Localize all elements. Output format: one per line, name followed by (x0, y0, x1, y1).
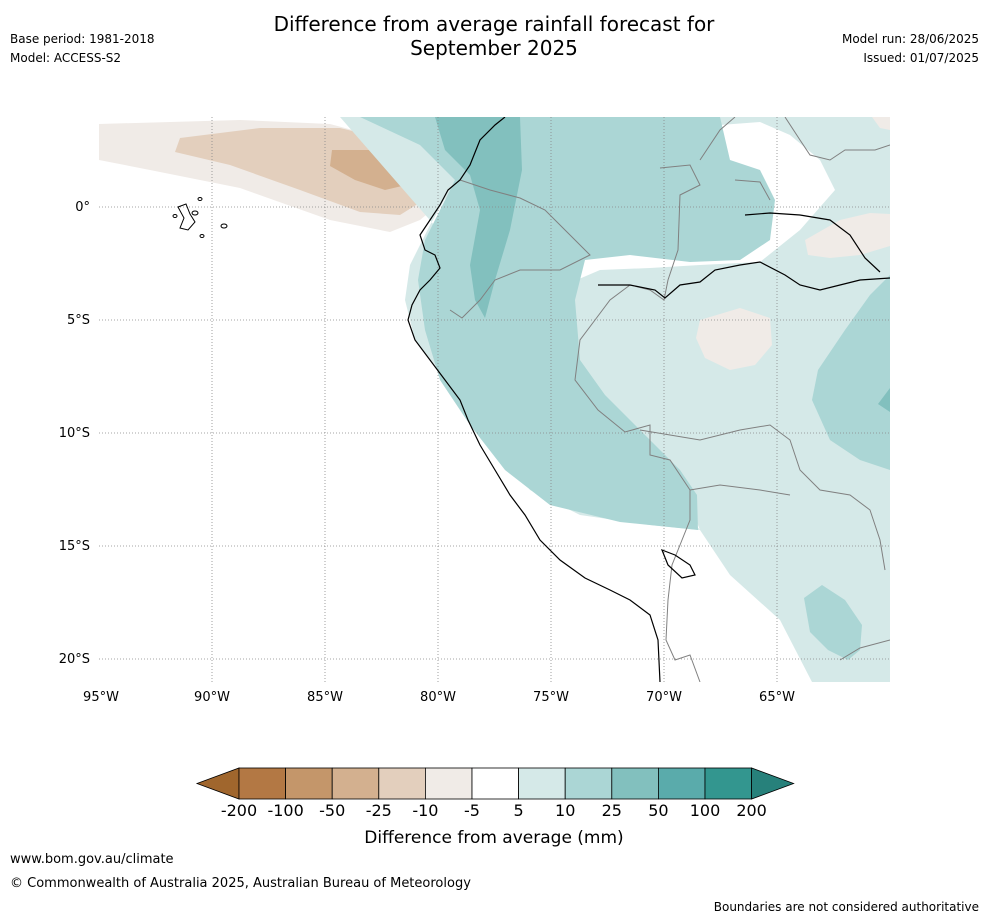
lon-label: 70°W (646, 690, 682, 705)
colorbar-tick-label: 100 (690, 801, 721, 820)
title-line-1: Difference from average rainfall forecas… (273, 12, 715, 36)
colorbar-swatch (658, 767, 706, 800)
colorbar-swatch (424, 767, 473, 800)
lat-label: 15°S (59, 539, 90, 554)
lon-label: 75°W (533, 690, 569, 705)
colorbar-swatch (611, 767, 659, 800)
colorbar-tick-label: -25 (366, 801, 392, 820)
colorbar-tick-label: 5 (514, 801, 524, 820)
colorbar-swatch (518, 767, 566, 800)
colorbar-tick-label: -50 (319, 801, 345, 820)
colorbar-swatch (471, 767, 519, 800)
lon-label: 65°W (759, 690, 795, 705)
contour-wet-10 (360, 117, 775, 530)
issued-date: Issued: 01/07/2025 (863, 51, 979, 65)
colorbar-tick-label: 25 (602, 801, 622, 820)
colorbar-tick-label: 200 (736, 801, 767, 820)
lat-label: 20°S (59, 652, 90, 667)
contour-wet-25-east (878, 388, 890, 412)
lat-label: 0° (75, 200, 90, 215)
contour-dry-10 (175, 128, 432, 215)
contour-wet-25 (435, 117, 522, 318)
title-line-2: September 2025 (410, 36, 578, 60)
coastlines (407, 117, 890, 682)
model-name: Model: ACCESS-S2 (10, 51, 122, 65)
contour-wet-5 (340, 117, 890, 682)
lat-label: 10°S (59, 426, 90, 441)
latitude-labels: 0° 5°S 10°S 15°S 20°S (59, 200, 90, 667)
colorbar-swatch (564, 767, 613, 800)
colorbar-title: Difference from average (mm) (364, 828, 623, 848)
colorbar-tick-label: 50 (648, 801, 668, 820)
graticule (99, 117, 890, 682)
lon-label: 80°W (420, 690, 456, 705)
contour-dry-5-corner (872, 117, 890, 130)
country-borders (449, 117, 890, 682)
contour-dry-5-inland (696, 308, 772, 370)
contour-wet-10-south (804, 585, 862, 660)
lon-label: 85°W (307, 690, 343, 705)
colorbar-tick-label: -100 (267, 801, 303, 820)
colorbar-swatch (238, 767, 286, 800)
colorbar: -200 -100 -50 -25 -10 -5 5 10 25 50 100 200 Differe… (195, 767, 795, 848)
map-contours (99, 117, 890, 682)
copyright-text: © Commonwealth of Australia 2025, Austra… (10, 876, 471, 891)
model-run: Model run: 28/06/2025 (841, 32, 979, 46)
map-title: Difference from average rainfall forecas… (0, 12, 988, 60)
contour-wet-10-east (812, 275, 890, 470)
colorbar-swatch (285, 767, 333, 800)
galapagos-islands (172, 197, 228, 238)
disclaimer-text: Boundaries are not considered authoritat… (713, 900, 979, 914)
website-link[interactable]: www.bom.gov.au/climate (10, 852, 174, 867)
colorbar-tick-label: -10 (412, 801, 438, 820)
lon-label: 90°W (194, 690, 230, 705)
contour-dry-5-ne (805, 213, 890, 258)
longitude-labels: 95°W 90°W 85°W 80°W 75°W 70°W 65°W (83, 690, 795, 705)
colorbar-tick-label: -5 (464, 801, 480, 820)
colorbar-extend-high (751, 767, 795, 800)
colorbar-swatch (704, 767, 752, 800)
colorbar-swatch (378, 767, 426, 800)
base-period: Base period: 1981-2018 (10, 32, 155, 46)
colorbar-swatch (331, 767, 380, 800)
colorbar-extend-low (195, 767, 240, 800)
lon-label: 95°W (83, 690, 119, 705)
lat-label: 5°S (67, 313, 90, 328)
colorbar-tick-label: 10 (555, 801, 575, 820)
colorbar-tick-label: -200 (221, 801, 257, 820)
